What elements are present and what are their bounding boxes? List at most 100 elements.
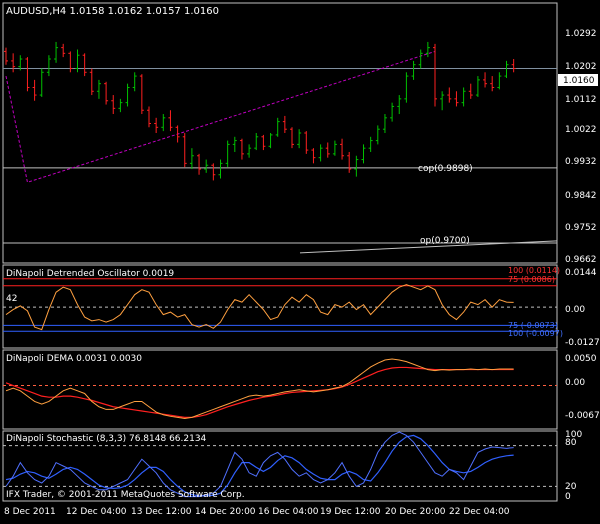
price-bar [204,159,209,173]
price-bar [475,76,480,97]
price-bar [461,87,466,107]
stochastic-pane [3,431,557,498]
osc-level-75-bottom-label: 75 (-0.0073) [508,321,558,330]
price-bar [75,49,80,73]
oscillator-header: DiNapoli Detrended Oscillator 0.0019 [6,269,174,279]
price-bar [397,95,402,115]
time-tick-label: 8 Dec 2011 [4,507,56,517]
time-tick-label: 16 Dec 04:00 [258,507,319,517]
stochastic-axis: 100 80 20 0 [565,430,582,502]
price-bar [454,91,459,107]
price-bar [304,131,309,154]
price-bar [32,79,37,101]
oscillator-pane [3,278,557,332]
price-bar [483,72,488,88]
dema-axis: 0.0050 0.00 -0.0067 [565,354,600,421]
price-bar [161,114,166,132]
time-axis: 8 Dec 2011 12 Dec 04:00 13 Dec 12:00 14 … [4,507,510,517]
oscillator-line [5,284,514,331]
price-bar [54,41,59,63]
price-bar [411,60,416,80]
price-bar [232,136,237,152]
price-bar [118,98,123,113]
price-bar [18,55,23,71]
current-price-label: 1.0160 [563,76,595,86]
time-tick-label: 12 Dec 04:00 [66,507,127,517]
price-bar [25,57,30,92]
price-bar [89,68,94,96]
op-trend-line [299,240,558,254]
price-bar [154,117,159,133]
stoch-tick-label: 80 [565,438,577,448]
osc-tick-label: 0.00 [565,305,585,315]
price-bar [497,72,502,90]
dema-tick-label: 0.00 [565,378,585,388]
price-bar [46,55,51,77]
dema-header: DiNapoli DEMA 0.0031 0.0030 [6,354,142,364]
price-bar [275,117,280,137]
price-bar [318,144,323,162]
price-bar [375,125,380,145]
price-bar [197,153,202,175]
price-bar [96,79,101,99]
price-bar [340,138,345,160]
price-bar [68,51,73,73]
price-bar [132,72,137,92]
time-tick-label: 19 Dec 12:00 [320,507,381,517]
stoch-tick-label: 100 [565,430,582,440]
price-bar [504,60,509,78]
price-bar [218,159,223,179]
copyright-text: IFX Trader, © 2001-2011 MetaQuotes Softw… [6,490,245,500]
price-bar [268,133,273,149]
price-bar [440,91,445,111]
price-bar [225,140,230,168]
time-tick-label: 13 Dec 12:00 [131,507,192,517]
price-bar [468,83,473,99]
price-bar [382,114,387,133]
oscillator-axis: 0.0144 0.00 -0.0127 [565,268,600,348]
osc-tick-label: 0.0144 [565,268,597,278]
price-bar [511,59,516,73]
price-bar [254,133,259,151]
time-tick-label: 14 Dec 20:00 [195,507,256,517]
price-bar [325,142,330,158]
dema-tick-label: -0.0067 [565,411,600,421]
price-tick-label: 1.0112 [565,95,597,105]
price-bar [125,83,130,107]
price-bar [311,148,316,164]
oscillator-pane-frame[interactable] [2,264,558,349]
stochastic-pane-frame[interactable] [2,430,558,502]
price-bar [247,144,252,158]
price-tick-label: 0.9932 [565,157,597,167]
price-bar [261,134,266,151]
price-bar [447,87,452,103]
price-bar [168,110,173,132]
price-bar [332,140,337,156]
price-bar [189,148,194,170]
price-tick-label: 0.9662 [565,255,597,265]
price-pane-frame[interactable] [2,2,558,264]
price-bar [239,138,244,160]
time-tick-label: 22 Dec 04:00 [449,507,510,517]
price-bar [39,68,44,97]
price-bar [104,81,109,105]
price-tick-label: 1.0202 [565,62,597,72]
dema-pane-frame[interactable] [2,349,558,430]
price-bar [418,49,423,69]
price-bar [347,151,352,173]
osc-level-75-top-label: 75 (0.0086) [508,275,555,284]
price-tick-label: 0.9842 [565,191,597,201]
price-bar [211,163,216,181]
price-bar [175,125,180,143]
price-bar [4,47,8,65]
osc-level-100-top-label: 100 (0.0114) [508,266,560,275]
price-bar [182,133,187,168]
price-bar [11,53,16,73]
price-bar [361,144,366,164]
price-bar [354,155,359,177]
price-bar [404,72,409,103]
stoch-tick-label: 0 [565,492,571,502]
price-bar [147,106,151,128]
dema-tick-label: 0.0050 [565,354,597,364]
